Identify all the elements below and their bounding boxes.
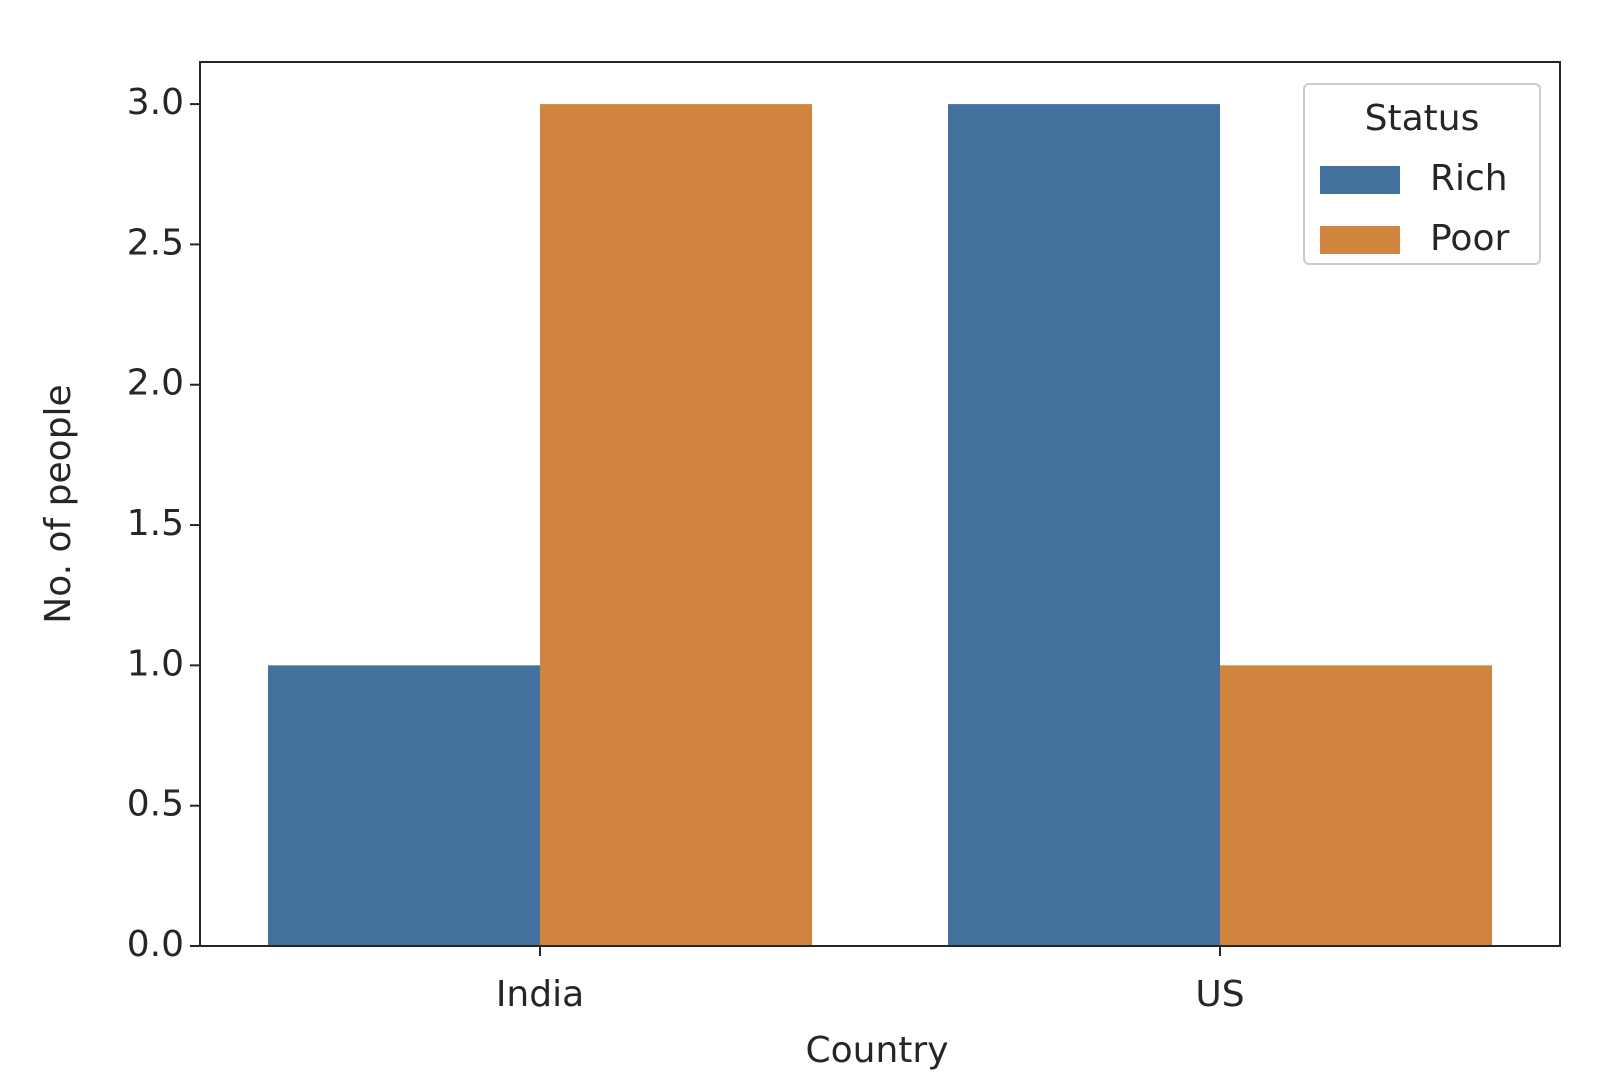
y-tick-label: 1.0 (127, 643, 184, 684)
plot-frame (199, 61, 1561, 947)
x-tick-label: US (1195, 974, 1244, 1015)
y-axis-label: No. of people (38, 384, 79, 623)
y-tick-label: 3.0 (127, 82, 184, 123)
legend-swatch (1320, 226, 1400, 254)
legend-swatch (1320, 166, 1400, 194)
legend-box (1303, 83, 1541, 265)
legend-label: Poor (1430, 218, 1509, 259)
y-tick-label: 2.5 (127, 222, 184, 263)
legend-title: Status (1365, 98, 1480, 139)
bar (268, 665, 540, 946)
bar (948, 104, 1220, 947)
x-tick-label: India (496, 974, 584, 1015)
x-axis-label: Country (805, 1030, 948, 1071)
y-tick-label: 0.5 (127, 784, 184, 825)
y-tick-label: 0.0 (127, 924, 184, 965)
legend-label: Rich (1430, 158, 1508, 199)
y-tick-label: 1.5 (127, 503, 184, 544)
bar (540, 104, 812, 947)
bar (1220, 665, 1492, 946)
y-tick-label: 2.0 (127, 363, 184, 404)
